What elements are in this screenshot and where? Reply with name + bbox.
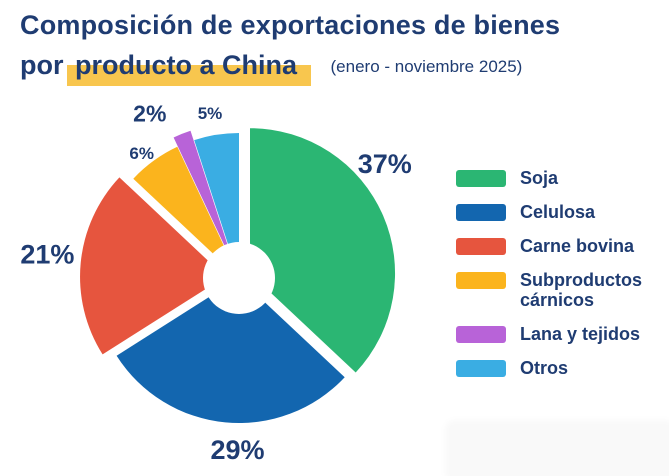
title-highlighted-text: producto a China (67, 50, 311, 86)
legend-item-otros: Otros (456, 358, 662, 378)
legend-swatch-carne-bovina (456, 238, 506, 255)
legend-swatch-celulosa (456, 204, 506, 221)
legend: Soja Celulosa Carne bovina Subproductos cár… (456, 168, 662, 392)
pie-slice-otros (194, 133, 239, 278)
legend-label: Otros (520, 358, 569, 378)
donut-hole (203, 242, 275, 314)
legend-item-subproductos-carnicos: Subproductos cárnicos (456, 270, 662, 310)
pie-slice-celulosa (116, 278, 345, 424)
pie-slice-carne-bovina (80, 177, 226, 355)
legend-label: Celulosa (520, 202, 596, 222)
slice-percentage-label-carne-bovina: 21% (20, 240, 74, 270)
legend-swatch-subproductos-carnicos (456, 272, 506, 289)
legend-item-soja: Soja (456, 168, 662, 188)
pie-slice-lana-y-tejidos (173, 130, 236, 269)
page-title-line2: por producto a China (enero - noviembre … (20, 46, 660, 88)
slice-percentage-label-celulosa: 29% (210, 435, 264, 465)
watermark-artifact (445, 420, 669, 476)
slice-percentage-label-subproductos-carnicos: 6% (129, 144, 154, 163)
legend-swatch-lana-y-tejidos (456, 326, 506, 343)
legend-label: Soja (520, 168, 559, 188)
legend-label: Carne bovina (520, 236, 635, 256)
chart-header: Composición de exportaciones de bienes p… (20, 6, 660, 88)
legend-item-lana-y-tejidos: Lana y tejidos (456, 324, 662, 344)
legend-label: Lana y tejidos (520, 324, 641, 344)
legend-item-celulosa: Celulosa (456, 202, 662, 222)
legend-swatch-otros (456, 360, 506, 377)
slice-percentage-label-otros: 5% (198, 104, 223, 123)
page-title-line1: Composición de exportaciones de bienes (20, 10, 561, 40)
legend-item-carne-bovina: Carne bovina (456, 236, 662, 256)
legend-label: Subproductos cárnicos (520, 270, 642, 310)
pie-slice-soja (250, 128, 396, 373)
title-period-subtitle: (enero - noviembre 2025) (330, 57, 523, 76)
slice-percentage-label-soja: 37% (358, 149, 412, 179)
pie-slice-subproductos-carnicos (133, 146, 239, 278)
slice-percentage-label-lana-y-tejidos: 2% (133, 101, 166, 127)
legend-swatch-soja (456, 170, 506, 187)
title-prefix: por (20, 50, 71, 80)
